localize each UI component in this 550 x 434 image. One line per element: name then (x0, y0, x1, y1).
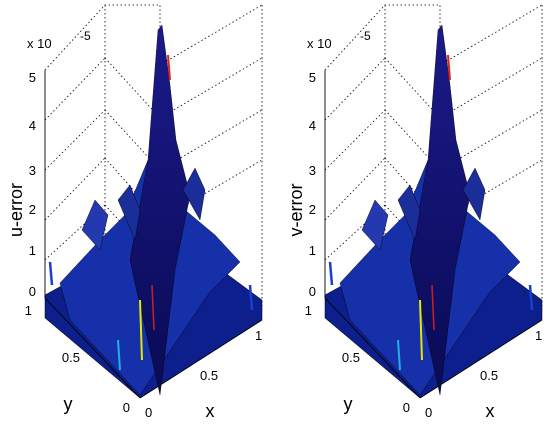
x-tick-label: 0 (425, 405, 432, 420)
right-z-multiplier: x 10 -5 (307, 29, 371, 51)
x-tick-label: 0.5 (480, 368, 498, 383)
z-tick-label: 4 (29, 118, 36, 133)
z-tick-label: 4 (309, 118, 316, 133)
y-tick-label: 0.5 (342, 350, 360, 365)
y-tick-label: 1 (305, 303, 312, 318)
right-surface-plot: 5 4 3 2 1 0 x 10 -5 v-error 1 0.5 0 y 0 … (286, 4, 543, 421)
left-surface-mesh (44, 24, 263, 399)
y-tick-label: 1 (25, 303, 32, 318)
right-x-ticks: 0 0.5 1 (425, 328, 542, 420)
z-tick-label: 1 (29, 243, 36, 258)
right-surface-mesh (324, 24, 543, 399)
left-zlabel: u-error (6, 183, 26, 237)
z-tick-label: 2 (29, 202, 36, 217)
left-x-ticks: 0 0.5 1 (145, 328, 262, 420)
z-tick-label: 0 (309, 284, 316, 299)
right-zlabel: v-error (286, 183, 306, 236)
z-tick-label: 1 (309, 243, 316, 258)
z-tick-label: 0 (29, 284, 36, 299)
z-exponent-label: -5 (360, 29, 371, 43)
y-tick-label: 0.5 (62, 350, 80, 365)
z-tick-label: 5 (29, 70, 36, 85)
right-xlabel: x (486, 401, 495, 421)
z-tick-label: 5 (309, 70, 316, 85)
right-axes-frame (324, 70, 543, 399)
x-tick-label: 0 (145, 405, 152, 420)
left-axes-frame (44, 70, 263, 399)
right-z-ticks: 5 4 3 2 1 0 (309, 70, 316, 299)
z-tick-label: 3 (29, 163, 36, 178)
left-xlabel: x (206, 401, 215, 421)
x-tick-label: 1 (255, 328, 262, 343)
z-multiplier-label: x 10 (27, 36, 52, 51)
right-ylabel: y (344, 394, 353, 414)
right-y-ticks: 1 0.5 0 (305, 303, 410, 415)
left-z-ticks: 5 4 3 2 1 0 (29, 70, 36, 299)
left-surface-plot: 5 4 3 2 1 0 x 10 -5 u-error 1 0.5 0 y 0 … (6, 4, 263, 421)
y-tick-label: 0 (403, 400, 410, 415)
z-exponent-label: -5 (80, 29, 91, 43)
y-tick-label: 0 (123, 400, 130, 415)
left-ylabel: y (64, 394, 73, 414)
x-tick-label: 1 (535, 328, 542, 343)
z-tick-label: 2 (309, 202, 316, 217)
z-tick-label: 3 (309, 163, 316, 178)
x-tick-label: 0.5 (200, 368, 218, 383)
left-y-ticks: 1 0.5 0 (25, 303, 130, 415)
left-z-multiplier: x 10 -5 (27, 29, 91, 51)
z-multiplier-label: x 10 (307, 36, 332, 51)
